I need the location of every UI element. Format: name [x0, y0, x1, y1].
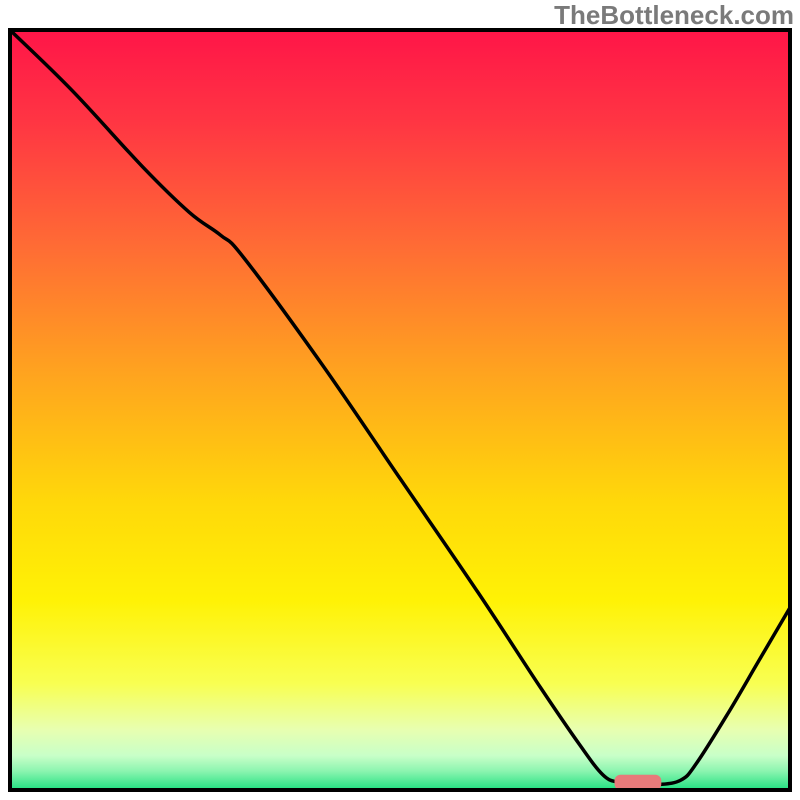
watermark-text: TheBottleneck.com: [554, 0, 794, 31]
chart-container: { "watermark": { "text": "TheBottleneck.…: [0, 0, 800, 800]
plot-background: [10, 30, 790, 790]
bottleneck-chart: [0, 0, 800, 800]
optimal-marker: [615, 775, 662, 790]
